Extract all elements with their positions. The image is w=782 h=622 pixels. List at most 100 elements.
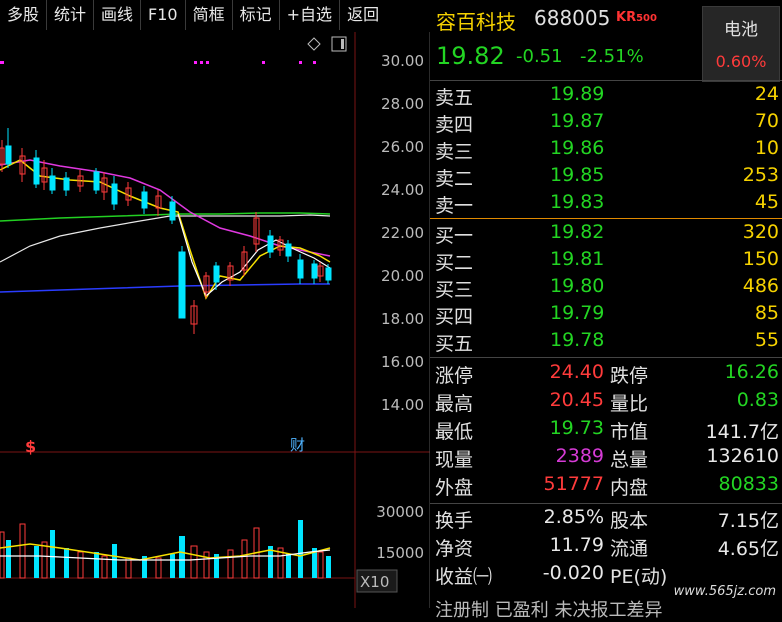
- bid-volume: 150: [742, 248, 779, 270]
- bid-row-1: 买一 19.82 320: [430, 221, 782, 247]
- stats-row: 换手 2.85% 股本 7.15亿: [430, 506, 782, 534]
- ask-volume: 10: [754, 137, 779, 159]
- bid-row-3: 买三 19.80 486: [430, 275, 782, 301]
- bid-price: 19.81: [550, 248, 605, 270]
- stats-row: 净资 11.79 流通 4.65亿: [430, 534, 782, 562]
- bid-row-2: 买二 19.81 150: [430, 248, 782, 274]
- volume-ratio-value: 0.83: [736, 389, 779, 411]
- candlesticks: [0, 128, 332, 334]
- limit-up-value: 24.40: [549, 361, 604, 383]
- inner-disk-label: 内盘: [610, 477, 649, 499]
- total-volume-label: 总量: [610, 449, 649, 471]
- stock-tags: 注册制 已盈利 未决报工差异: [435, 600, 663, 621]
- current-volume-value: 2389: [555, 445, 604, 467]
- watermark: www.565jz.com: [673, 584, 776, 599]
- low-label: 最低: [435, 421, 474, 443]
- finance-marker[interactable]: 财: [290, 436, 305, 454]
- equity-label: 股本: [610, 510, 649, 532]
- stats-row: 外盘 51777 内盘 80833: [430, 473, 782, 501]
- price-change-percent: -2.51%: [580, 46, 644, 67]
- price-tick: 14.00: [381, 396, 424, 414]
- statistics-button[interactable]: 统计: [47, 0, 95, 30]
- mark-button[interactable]: 标记: [233, 0, 280, 30]
- volume-bars: [0, 520, 331, 579]
- price-tick: 22.00: [381, 224, 424, 242]
- pe-label: PE(动): [610, 566, 668, 588]
- window-toggle-icon[interactable]: [331, 36, 347, 52]
- volume-unit-label: X10: [360, 573, 389, 591]
- total-volume-value: 132610: [706, 445, 779, 467]
- current-volume-label: 现量: [435, 449, 474, 471]
- ask-row-1: 卖一 19.83 45: [430, 191, 782, 217]
- high-label: 最高: [435, 393, 474, 415]
- ma-line-white-short: [177, 213, 331, 298]
- limit-up-label: 涨停: [435, 365, 474, 387]
- price-tick: 26.00: [381, 138, 424, 156]
- turnover-label: 换手: [435, 510, 474, 532]
- multi-stock-button[interactable]: 多股: [0, 0, 48, 30]
- equity-value: 7.15亿: [717, 510, 779, 532]
- volume-tick: 15000: [376, 544, 424, 562]
- diamond-icon[interactable]: [307, 37, 321, 51]
- bid-label: 买三: [435, 279, 474, 301]
- float-shares-label: 流通: [610, 538, 649, 560]
- bid-label: 买一: [435, 225, 474, 247]
- add-watchlist-button[interactable]: +自选: [280, 0, 341, 30]
- draw-line-button[interactable]: 画线: [94, 0, 142, 30]
- price-tick: 24.00: [381, 181, 424, 199]
- ask-price: 19.89: [550, 83, 605, 105]
- bid-label: 买二: [435, 252, 474, 274]
- stats-row: 现量 2389 总量 132610: [430, 445, 782, 473]
- ask-volume: 70: [754, 110, 779, 132]
- sector-tile[interactable]: 电池 0.60%: [702, 6, 780, 82]
- ask-row-2: 卖二 19.85 253: [430, 164, 782, 190]
- bid-price: 19.79: [550, 302, 605, 324]
- market-cap-label: 市值: [610, 421, 649, 443]
- simple-frame-button[interactable]: 简框: [186, 0, 233, 30]
- float-shares-value: 4.65亿: [717, 538, 779, 560]
- price-tick: 28.00: [381, 95, 424, 113]
- net-asset-label: 净资: [435, 538, 474, 560]
- ask-price: 19.86: [550, 137, 605, 159]
- outer-disk-label: 外盘: [435, 477, 474, 499]
- net-asset-value: 11.79: [549, 534, 604, 556]
- high-value: 20.45: [549, 389, 604, 411]
- ask-volume: 24: [754, 83, 779, 105]
- stock-code: 688005: [534, 6, 611, 30]
- bid-volume: 486: [742, 275, 779, 297]
- ask-price: 19.85: [550, 164, 605, 186]
- back-button[interactable]: 返回: [347, 5, 380, 24]
- eps-value: -0.020: [542, 562, 604, 584]
- stats-row: 最高 20.45 量比 0.83: [430, 389, 782, 417]
- inner-disk-value: 80833: [718, 473, 779, 495]
- price-tick: 20.00: [381, 267, 424, 285]
- bid-volume: 55: [754, 329, 779, 351]
- bid-price: 19.80: [550, 275, 605, 297]
- price-change: -0.51: [516, 46, 563, 67]
- stock-name: 容百科技: [436, 10, 516, 34]
- ask-row-4: 卖四 19.87 70: [430, 110, 782, 136]
- quote-panel: 容百科技 688005 KR500 19.82 -0.51 -2.51% 电池 …: [430, 0, 782, 621]
- ask-price: 19.83: [550, 191, 605, 213]
- stats-row: 收益㈠ -0.020 PE(动): [430, 562, 782, 590]
- kr-badge-letters: KR: [616, 10, 637, 25]
- f10-button[interactable]: F10: [141, 0, 186, 30]
- limit-down-label: 跌停: [610, 365, 649, 387]
- chart-toolbar: 多股 统计 画线 F10 简框 标记 +自选 返回: [0, 0, 430, 32]
- stats-row: 最低 19.73 市值 141.7亿: [430, 417, 782, 445]
- kline-chart[interactable]: 30.00 28.00 26.00 24.00 22.00 20.00 18.0…: [0, 32, 430, 608]
- bid-volume: 320: [742, 221, 779, 243]
- ask-row-5: 卖五 19.89 24: [430, 83, 782, 109]
- bid-price: 19.82: [550, 221, 605, 243]
- market-cap-value: 141.7亿: [705, 421, 779, 443]
- ma-line-green: [0, 212, 331, 222]
- margin-marker[interactable]: $: [25, 437, 36, 456]
- price-tick: 16.00: [381, 353, 424, 371]
- price-tick: 18.00: [381, 310, 424, 328]
- ask-label: 卖二: [435, 168, 474, 190]
- ask-label: 卖一: [435, 195, 474, 217]
- volume-ratio-label: 量比: [610, 393, 649, 415]
- sector-change: 0.60%: [715, 52, 767, 71]
- outer-disk-value: 51777: [543, 473, 604, 495]
- turnover-value: 2.85%: [543, 506, 604, 528]
